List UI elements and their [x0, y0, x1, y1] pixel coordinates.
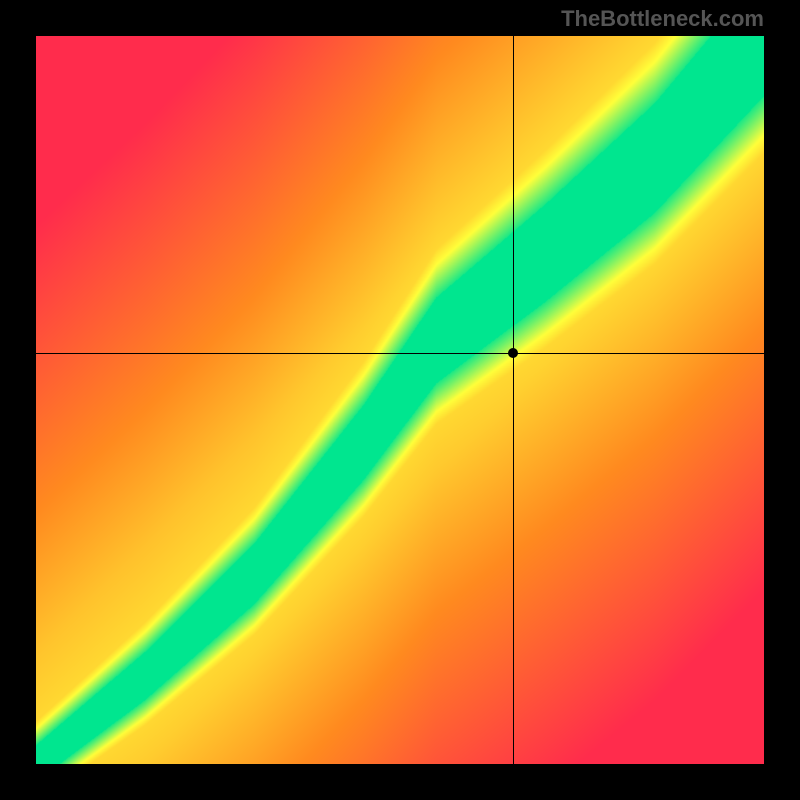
heatmap-canvas	[36, 36, 764, 764]
crosshair-vertical	[513, 36, 514, 764]
crosshair-marker	[508, 348, 518, 358]
chart-container: TheBottleneck.com	[0, 0, 800, 800]
plot-frame	[36, 36, 764, 764]
watermark-text: TheBottleneck.com	[561, 6, 764, 32]
crosshair-horizontal	[36, 353, 764, 354]
